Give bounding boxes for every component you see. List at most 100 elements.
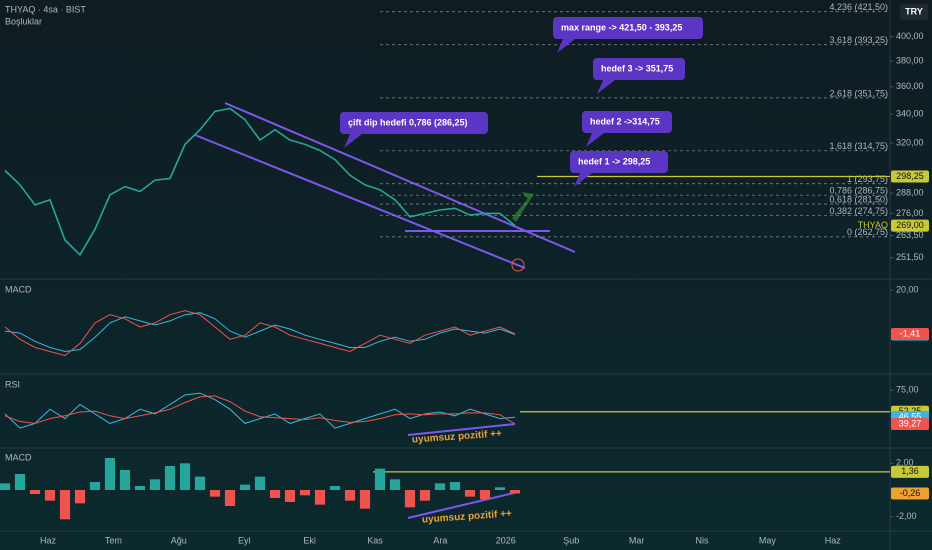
histogram-bar [299, 490, 311, 496]
histogram-bar [74, 490, 86, 504]
price-tag [891, 219, 929, 232]
divergence-line [407, 491, 519, 519]
y-tick-label: 400,00 [896, 31, 924, 41]
x-tick-label: Mar [629, 535, 645, 545]
x-tick-label: May [759, 535, 777, 545]
y-tick-label: 276,00 [896, 208, 924, 218]
series-line [4, 312, 516, 353]
y-tick-label: 75,00 [896, 385, 919, 395]
x-tick-label: Kas [367, 535, 383, 545]
panel-title: MACD [5, 284, 32, 294]
x-tick-label: Ağu [171, 535, 187, 545]
fib-label: 2,618 (351,75) [829, 88, 888, 98]
price-tag [891, 487, 929, 500]
y-tick-label: 360,00 [896, 81, 924, 91]
histogram-bar [494, 487, 506, 490]
histogram-bar [164, 466, 176, 490]
annotation-tail [597, 80, 615, 94]
y-tick-label: 251,50 [896, 252, 924, 262]
histogram-bar [209, 490, 221, 497]
histogram-bar [284, 490, 296, 502]
fib-label: 1,618 (314,75) [829, 141, 888, 151]
histogram-bar [314, 490, 326, 505]
fib-label: 0,382 (274,75) [829, 206, 888, 216]
series-line [4, 395, 516, 425]
y-tick-label: 2,00 [896, 458, 914, 468]
histogram-bar [14, 474, 26, 490]
histogram-bar [59, 490, 71, 520]
histogram-bar [89, 482, 101, 490]
x-tick-label: 2026 [496, 535, 516, 545]
histogram-bar [389, 479, 401, 490]
fib-label: 4,236 (421,50) [829, 2, 888, 12]
price-tag-label: -0,26 [900, 488, 921, 498]
histogram-bar [104, 458, 116, 490]
histogram-bar [239, 484, 251, 490]
price-tag [891, 170, 929, 183]
price-tag-label: 298,25 [896, 171, 924, 181]
fib-label: 0,618 (281,50) [829, 194, 888, 204]
annotation: çift dip hedefi 0,786 (286,25) [348, 117, 468, 127]
histogram-bar [374, 468, 386, 490]
series-line [4, 107, 516, 257]
x-tick-label: Eyl [238, 535, 251, 545]
histogram-bar [359, 490, 371, 509]
histogram-bar [329, 486, 341, 490]
histogram-bar [0, 483, 11, 490]
histogram-bar [344, 490, 356, 501]
x-tick-label: Tem [105, 535, 122, 545]
annotation: hedef 1 -> 298,25 [578, 156, 650, 166]
symbol-tag: THYAQ [858, 220, 888, 230]
price-tag-label: -1,41 [900, 328, 921, 338]
price-tag-label: 269,00 [896, 220, 924, 230]
annotation: hedef 3 -> 351,75 [601, 63, 673, 73]
annotation-box [570, 151, 668, 173]
y-tick-label: -2,00 [896, 511, 917, 521]
histogram-bar [44, 490, 56, 501]
fib-label: 0 (262,75) [847, 227, 888, 237]
x-tick-label: Haz [40, 535, 57, 545]
chart-title: THYAQ · 4sa · BIST [5, 4, 86, 14]
price-tag-label: 39,27 [899, 418, 922, 428]
histogram-bar [179, 463, 191, 490]
divergence-line [407, 423, 516, 436]
x-tick-label: Haz [825, 535, 842, 545]
chart-subtitle: Boşluklar [5, 16, 42, 26]
histogram-bar [479, 490, 491, 500]
fib-label: 0,786 (286,75) [829, 186, 888, 196]
histogram-bar [149, 479, 161, 490]
histogram-bar [29, 490, 41, 494]
price-tag [891, 465, 929, 478]
event-icon [511, 258, 525, 272]
panel-title: RSI [5, 379, 20, 389]
histogram-bar [419, 490, 431, 501]
annotation-box [582, 111, 672, 133]
price-tag [891, 418, 929, 431]
y-tick-label: 288,00 [896, 188, 924, 198]
x-tick-label: Nis [696, 535, 709, 545]
histogram-bar [269, 490, 281, 498]
annotation-tail [344, 134, 362, 148]
x-tick-label: Ara [433, 535, 447, 545]
fib-label: 1 (293,75) [847, 174, 888, 184]
histogram-bar [404, 490, 416, 508]
currency-button[interactable] [900, 4, 928, 20]
y-tick-label: 380,00 [896, 55, 924, 65]
annotation-box [593, 58, 685, 80]
annotation-tail [574, 173, 592, 187]
price-tag [891, 327, 929, 340]
y-tick-label: 340,00 [896, 108, 924, 118]
annotation-box [340, 112, 488, 134]
channel-line [194, 134, 526, 269]
series-line [4, 310, 516, 357]
currency: TRY [905, 6, 923, 16]
histogram-bar [134, 486, 146, 490]
annotation: hedef 2 ->314,75 [590, 116, 660, 126]
series-line [4, 392, 516, 429]
histogram-bar [434, 483, 446, 490]
price-tag-label: 46,55 [899, 412, 922, 422]
price-tag-label: 52,25 [899, 406, 922, 416]
histogram-bar [254, 476, 266, 490]
price-tag-label: 1,36 [901, 466, 919, 476]
